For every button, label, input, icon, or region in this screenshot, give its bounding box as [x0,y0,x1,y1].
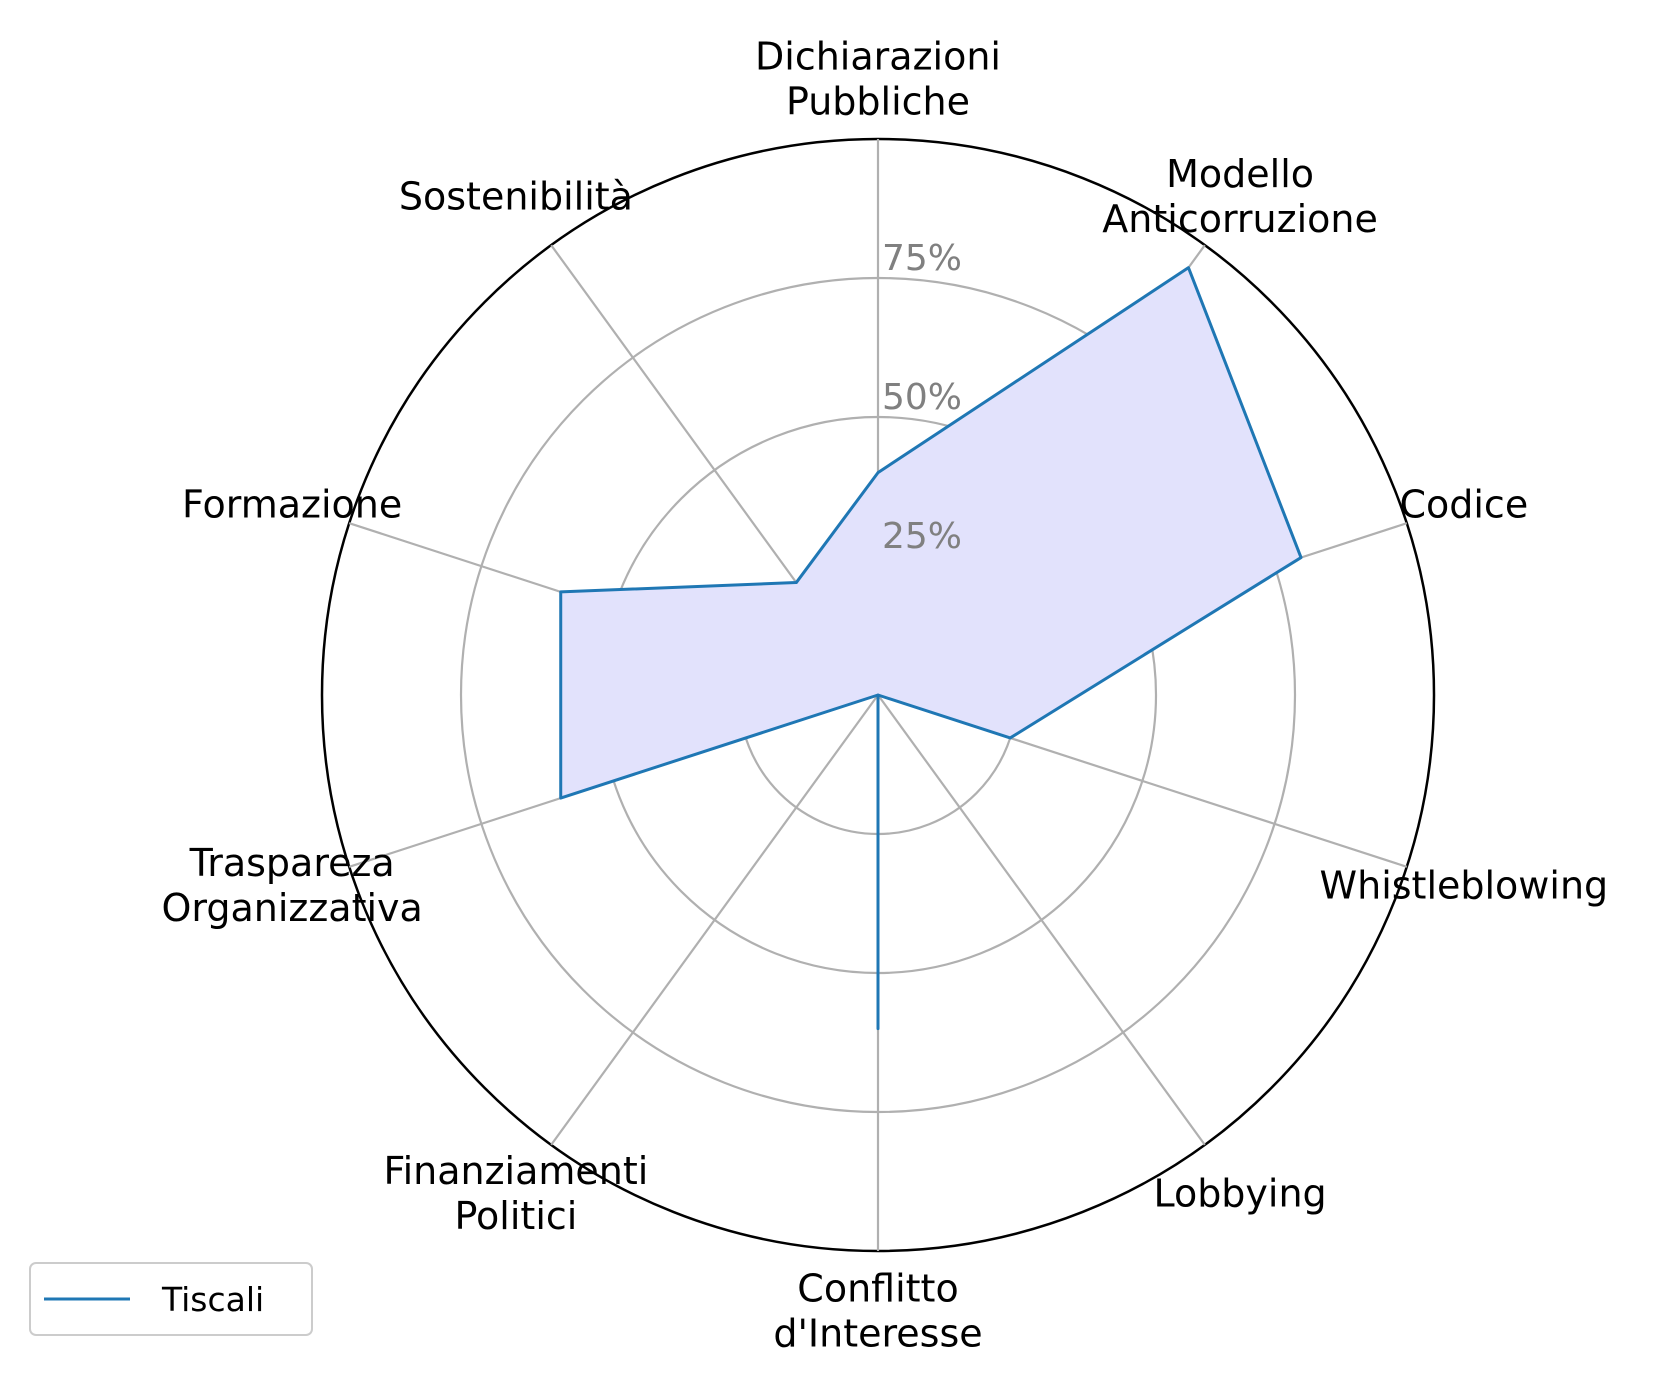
spoke-line [877,694,1206,1146]
axis-label: Sostenibilità [399,175,633,219]
axis-label-line: Organizzativa [161,886,422,930]
axis-label: Whistleblowing [1320,863,1609,907]
axis-label-line: Pubbliche [786,80,970,124]
series-line [559,266,1303,1031]
axis-label-line: Anticorruzione [1102,197,1378,241]
axis-label: Formazione [182,483,402,527]
axis-label: Modello Anticorruzione [1102,152,1378,241]
axis-label-line: Modello [1166,152,1314,196]
legend-box [29,1262,313,1336]
tick-label: 25% [882,516,962,557]
axis-label-line: Dichiarazioni [755,35,1001,79]
tick-label: 75% [882,238,962,279]
axis-label: Finanziamenti Politici [384,1149,649,1238]
axis-label: Lobbying [1153,1171,1326,1215]
axis-label-line: Conflitto [797,1267,958,1311]
tick-label: 50% [882,377,962,418]
legend: Tiscali [29,1262,313,1336]
axis-label-line: Finanziamenti [384,1149,649,1193]
radial-tick-labels: 25% 50% 75% [882,238,962,557]
axis-label-line: Sostenibilità [399,175,633,219]
axis-label-line: Traspareza [189,841,395,885]
radar-series [559,266,1303,1031]
axis-labels: Dichiarazioni Pubbliche Modello Anticorruzi… [161,35,1608,1356]
legend-label-tiscali: Tiscali [161,1280,264,1319]
spoke-line [550,694,879,1146]
series-fill [560,267,1302,1029]
axis-label-line: Codice [1399,483,1528,527]
axis-label-line: Politici [455,1194,578,1238]
axis-label-line: d'Interesse [773,1312,982,1356]
axis-label: Conflitto d'Interesse [773,1267,982,1356]
axis-label-line: Lobbying [1153,1171,1326,1215]
axis-label: Dichiarazioni Pubbliche [755,35,1001,124]
axis-label-line: Formazione [182,483,402,527]
axis-label: Codice [1399,483,1528,527]
axis-label: Traspareza Organizzativa [161,841,422,930]
axis-label-line: Whistleblowing [1320,863,1609,907]
